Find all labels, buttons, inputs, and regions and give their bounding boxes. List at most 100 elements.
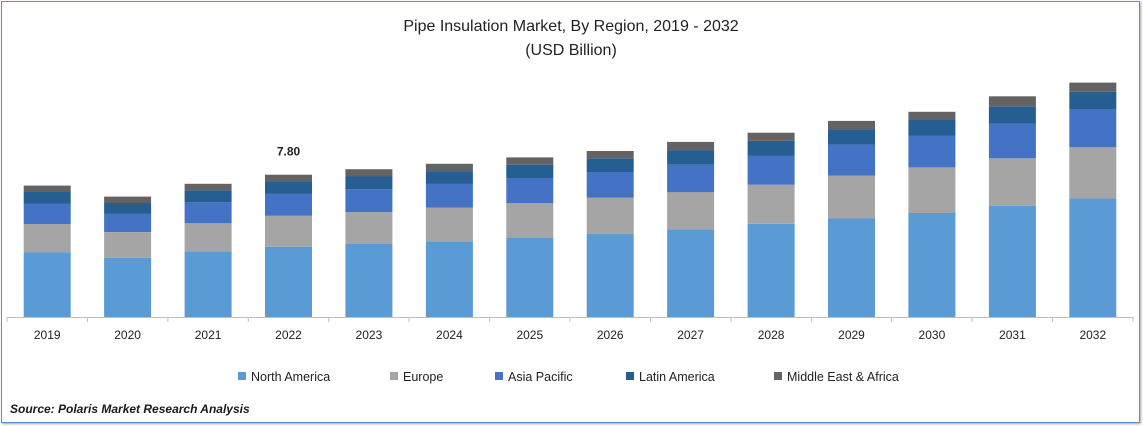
bar-2028-series-2 [747,155,795,185]
bar-2024-series-4 [425,163,473,172]
x-tick-label-2024: 2024 [436,328,463,342]
bar-2024-series-1 [425,207,473,242]
legend-swatch-2 [495,372,503,380]
bar-2020-series-3 [104,203,152,214]
bar-2026-series-0 [586,234,634,317]
chart-title: Pipe Insulation Market, By Region, 2019 … [403,18,738,35]
bar-2025-series-0 [506,237,554,317]
bar-2023-series-4 [345,169,393,177]
x-tick-label-2030: 2030 [919,328,946,342]
bar-2029-series-2 [828,144,875,176]
bar-2032-series-2 [1069,109,1117,148]
bar-2021-series-3 [184,190,232,203]
bar-2026-series-3 [586,158,634,172]
bar-2025-series-3 [506,164,554,179]
bars-group: 7.80 [23,82,1117,317]
legend-label-0: North America [251,370,330,384]
bar-2019-series-2 [23,203,71,224]
bar-2029-series-4 [828,120,875,130]
bar-2027-series-0 [667,229,715,317]
bar-2032-series-3 [1069,91,1117,109]
bar-2025-series-1 [506,203,554,238]
bar-2028-series-4 [747,132,795,141]
bar-2023-series-3 [345,176,393,190]
bar-2027-series-3 [667,150,715,165]
bar-2019-series-0 [23,252,71,317]
bar-2023-series-2 [345,189,393,213]
bar-2031-series-4 [988,96,1036,107]
bar-2032-series-4 [1069,82,1117,92]
bar-2029-series-0 [828,218,875,317]
bar-2021-series-0 [184,251,232,317]
bar-2026-series-2 [586,172,634,198]
bar-2021-series-4 [184,183,232,191]
x-tick-label-2019: 2019 [34,328,61,342]
bar-2027-series-1 [667,192,715,230]
bar-2019-series-1 [23,224,71,253]
x-tick-label-2026: 2026 [597,328,624,342]
x-tick-label-2023: 2023 [356,328,383,342]
x-tick-label-2031: 2031 [999,328,1026,342]
legend-label-2: Asia Pacific [508,370,573,384]
bar-2021-series-2 [184,202,232,224]
bar-2020-series-2 [104,213,152,233]
bar-2022-series-0 [265,246,312,317]
legend-swatch-4 [774,372,782,380]
bar-2026-series-4 [586,151,634,159]
x-axis: 2019 2020 2021 2022 2023 2024 2025 2026 2027 2028… [6,317,1134,342]
bar-2030-series-3 [908,120,956,136]
chart-subtitle: (USD Billion) [525,42,617,59]
bar-2030-series-0 [908,213,956,317]
bar-2030-series-2 [908,135,956,168]
data-label-2022: 7.80 [277,145,301,159]
x-tick-label-2032: 2032 [1079,328,1106,342]
bar-2032-series-1 [1069,147,1117,199]
bar-2026-series-1 [586,197,634,234]
bar-2031-series-1 [988,158,1036,206]
x-tick-label-2025: 2025 [516,328,543,342]
bar-2024-series-0 [425,241,473,317]
bar-2031-series-2 [988,123,1036,159]
x-tick-label-2028: 2028 [758,328,785,342]
bar-2031-series-3 [988,106,1036,124]
legend-label-4: Middle East & Africa [787,370,899,384]
legend-swatch-1 [390,372,398,380]
bar-2022-series-2 [265,193,312,216]
bar-2030-series-1 [908,167,956,213]
legend-swatch-0 [238,372,246,380]
bar-2020-series-0 [104,257,152,317]
legend-swatch-3 [626,372,634,380]
bar-2030-series-4 [908,111,956,120]
bar-2031-series-0 [988,205,1036,317]
x-tick-label-2027: 2027 [677,328,704,342]
bar-2019-series-4 [23,185,71,192]
x-tick-label-2021: 2021 [195,328,222,342]
bar-2025-series-4 [506,157,554,165]
legend-label-1: Europe [403,370,443,384]
bar-2027-series-2 [667,164,715,193]
bar-2020-series-1 [104,232,152,258]
bar-2024-series-2 [425,183,473,208]
bar-2028-series-1 [747,184,795,224]
legend-label-3: Latin America [639,370,715,384]
bar-2029-series-1 [828,175,875,219]
bar-2032-series-0 [1069,198,1117,317]
bar-2020-series-4 [104,196,152,203]
bar-2028-series-3 [747,141,795,156]
bar-2028-series-0 [747,224,795,317]
bar-2023-series-1 [345,212,393,244]
bar-2019-series-3 [23,192,71,204]
bar-2024-series-3 [425,171,473,184]
legend: North America Europe Asia Pacific Latin Ame… [238,370,899,384]
x-tick-label-2020: 2020 [114,328,141,342]
bar-2027-series-4 [667,141,715,151]
bar-2021-series-1 [184,223,232,252]
bar-2023-series-0 [345,244,393,317]
source-note: Source: Polaris Market Research Analysis [10,402,250,416]
bar-2029-series-3 [828,129,875,145]
x-tick-label-2029: 2029 [838,328,865,342]
x-tick-label-2022: 2022 [275,328,302,342]
bar-2022-series-1 [265,215,312,247]
